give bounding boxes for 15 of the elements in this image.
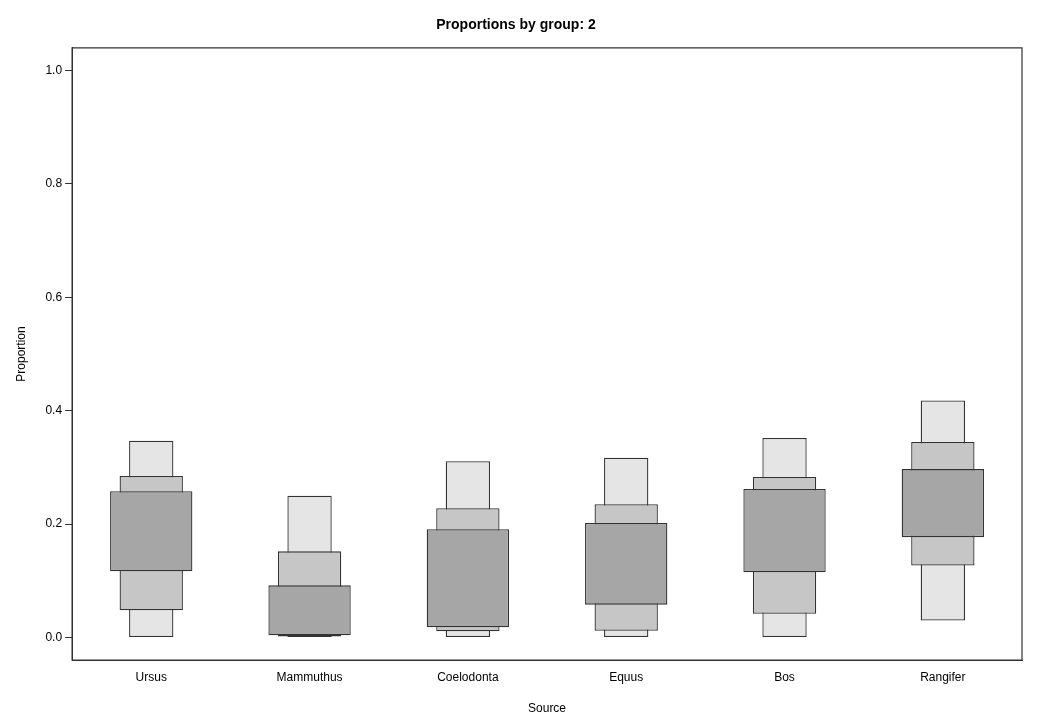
y-axis-title: Proportion <box>13 326 28 382</box>
x-tick-label: Rangifer <box>920 669 966 684</box>
chart-title: Proportions by group: 2 <box>436 16 596 33</box>
x-axis-title: Source <box>528 701 567 716</box>
x-tick-label: Bos <box>774 669 795 684</box>
y-tick-label: 0.4 <box>45 403 63 418</box>
x-tick-label: Coelodonta <box>437 669 499 684</box>
x-tick-label: Equus <box>609 669 644 684</box>
y-tick-label: 0.2 <box>45 516 63 531</box>
x-tick-label: Ursus <box>135 669 167 684</box>
y-tick-label: 0.6 <box>45 289 63 304</box>
y-tick-label: 0.0 <box>45 629 63 644</box>
y-tick-label: 1.0 <box>45 62 63 77</box>
y-tick-label: 0.8 <box>45 176 63 191</box>
x-tick-label: Mammuthus <box>276 669 343 684</box>
